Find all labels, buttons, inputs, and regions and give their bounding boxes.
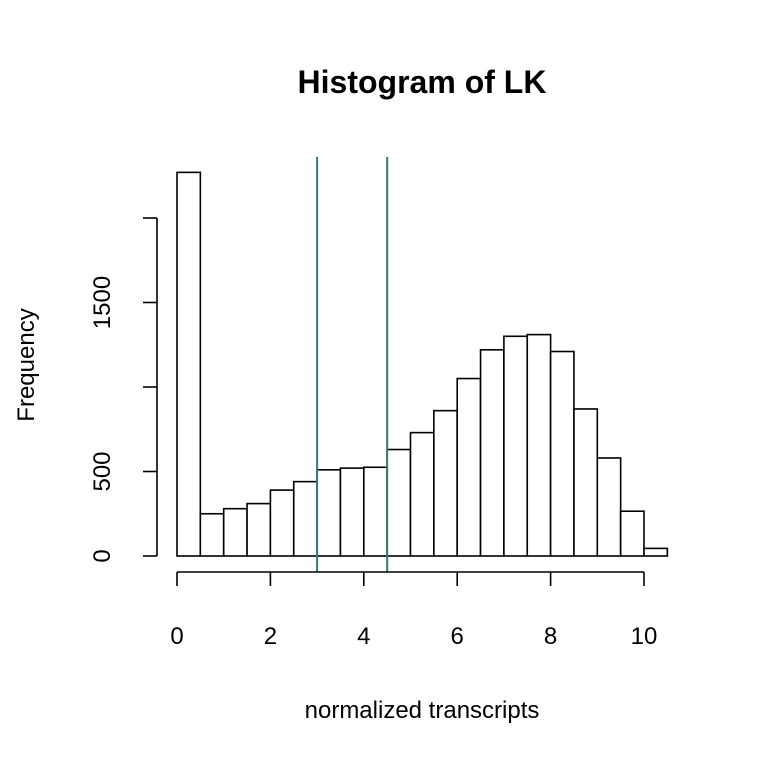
x-tick-label: 6	[451, 623, 464, 650]
x-tick-label: 8	[544, 623, 557, 650]
histogram-bar	[246, 502, 272, 557]
y-tick-label: 1500	[89, 276, 116, 329]
histogram-bar	[222, 507, 248, 557]
histogram-bar	[386, 448, 412, 557]
histogram-bar	[456, 377, 482, 557]
histogram-bar	[573, 408, 599, 557]
x-tick-label: 2	[264, 623, 277, 650]
histogram-bar	[269, 489, 295, 557]
histogram-bar	[316, 469, 342, 557]
y-axis: 0 500 1500	[89, 217, 158, 563]
y-tick-label: 500	[89, 451, 116, 491]
histogram-bar	[199, 512, 225, 557]
histogram-bar	[526, 333, 552, 557]
histogram-bar	[292, 480, 318, 557]
histogram-bar	[339, 467, 365, 557]
histogram-bar	[176, 171, 202, 557]
x-tick-label: 0	[170, 623, 183, 650]
x-axis: 0 2 4 6 8 10	[170, 571, 658, 650]
histogram-bar	[479, 349, 505, 557]
histogram-bar	[433, 409, 459, 557]
histogram-bar	[362, 466, 388, 557]
x-axis-label: normalized transcripts	[305, 697, 540, 724]
vlines-group	[316, 157, 389, 572]
y-axis-label: Frequency	[13, 308, 40, 421]
x-tick-label: 10	[631, 623, 658, 650]
histogram-bar	[619, 510, 645, 557]
histogram-bar	[549, 350, 575, 557]
bars-group	[176, 171, 669, 557]
histogram-bar	[503, 335, 529, 557]
histogram-bar	[596, 457, 622, 557]
histogram-bar	[409, 431, 435, 557]
histogram-bar	[643, 547, 669, 557]
chart-title: Histogram of LK	[298, 64, 547, 100]
x-tick-label: 4	[357, 623, 370, 650]
y-tick-label: 0	[89, 549, 116, 562]
